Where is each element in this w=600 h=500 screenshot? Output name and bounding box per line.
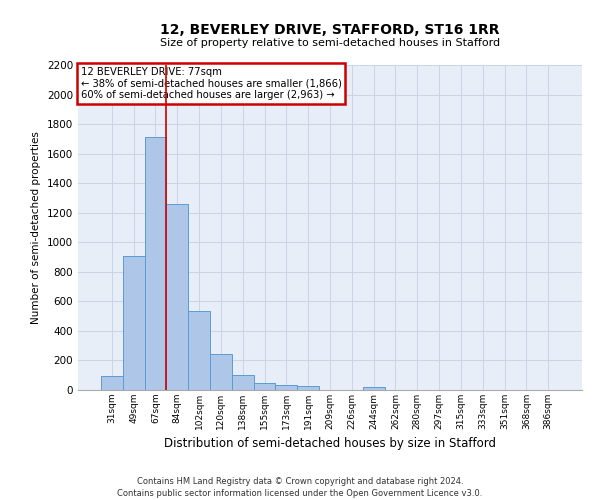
Text: Contains public sector information licensed under the Open Government Licence v3: Contains public sector information licen…: [118, 489, 482, 498]
Bar: [145, 138, 166, 390]
Text: Contains HM Land Registry data © Crown copyright and database right 2024.: Contains HM Land Registry data © Crown c…: [137, 478, 463, 486]
Bar: [297, 386, 319, 390]
Bar: [232, 375, 254, 390]
Bar: [101, 376, 123, 390]
Bar: [166, 204, 188, 390]
Text: Size of property relative to semi-detached houses in Stafford: Size of property relative to semi-detach…: [160, 38, 500, 48]
Y-axis label: Number of semi-detached properties: Number of semi-detached properties: [31, 131, 41, 324]
X-axis label: Distribution of semi-detached houses by size in Stafford: Distribution of semi-detached houses by …: [164, 438, 496, 450]
Bar: [275, 385, 297, 390]
Bar: [188, 311, 210, 390]
Bar: [254, 382, 275, 390]
Text: 12, BEVERLEY DRIVE, STAFFORD, ST16 1RR: 12, BEVERLEY DRIVE, STAFFORD, ST16 1RR: [160, 22, 500, 36]
Bar: [210, 354, 232, 390]
Text: 12 BEVERLEY DRIVE: 77sqm
← 38% of semi-detached houses are smaller (1,866)
60% o: 12 BEVERLEY DRIVE: 77sqm ← 38% of semi-d…: [80, 66, 341, 100]
Bar: [363, 387, 385, 390]
Bar: [123, 256, 145, 390]
